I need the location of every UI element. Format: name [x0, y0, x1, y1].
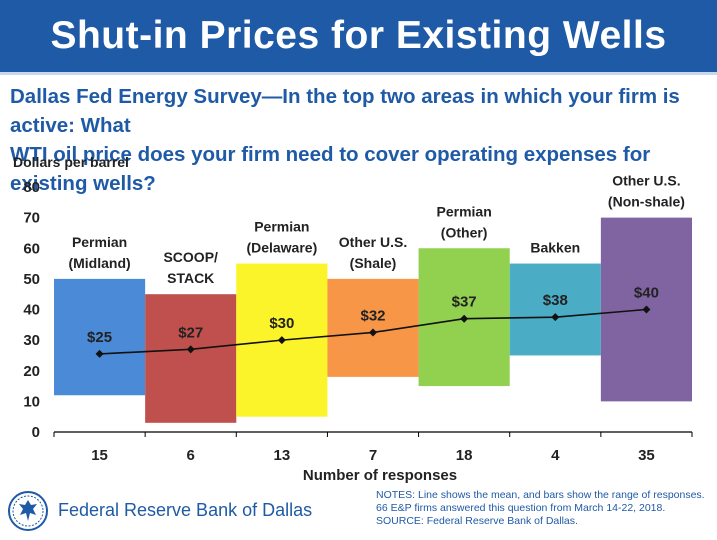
region-label: Permian — [254, 219, 309, 235]
region-label: (Non-shale) — [608, 194, 685, 210]
region-label: (Midland) — [68, 255, 130, 271]
mean-data-label: $40 — [634, 285, 659, 302]
mean-data-label: $25 — [87, 329, 112, 346]
mean-marker — [642, 305, 651, 314]
region-label: Other U.S. — [612, 173, 680, 189]
y-tick-label: 20 — [23, 363, 40, 380]
mean-marker — [95, 349, 104, 358]
mean-marker — [369, 328, 377, 337]
region-label: STACK — [167, 270, 214, 286]
mean-marker — [551, 313, 560, 322]
region-label: (Shale) — [350, 255, 397, 271]
mean-marker — [460, 314, 469, 323]
mean-marker — [277, 336, 286, 345]
x-tick-label: 15 — [91, 447, 108, 464]
x-tick-label: 18 — [456, 447, 473, 464]
y-tick-label: 70 — [23, 210, 40, 227]
banner-divider — [0, 72, 717, 75]
mean-data-label: $27 — [178, 324, 203, 341]
y-tick-label: 10 — [23, 393, 40, 410]
region-label: Other U.S. — [339, 234, 407, 250]
subtitle-line-2: WTI oil price does your firm need to cov… — [10, 143, 651, 195]
region-label: Permian — [72, 234, 127, 250]
region-label: Permian — [437, 203, 492, 219]
mean-data-label: $30 — [269, 315, 294, 332]
chart-subtitle: Dallas Fed Energy Survey—In the top two … — [10, 82, 710, 198]
range-bar — [54, 278, 146, 396]
federal-reserve-eagle-logo-icon — [8, 491, 48, 531]
region-label: SCOOP/ — [163, 249, 218, 265]
x-axis-title: Number of responses — [303, 467, 457, 484]
y-tick-label: 40 — [23, 302, 40, 319]
y-tick-label: 50 — [23, 271, 40, 288]
y-axis-title: Dollars per barrel — [13, 154, 129, 170]
y-tick-label: 60 — [23, 240, 40, 257]
mean-data-label: $38 — [543, 292, 568, 309]
mean-marker — [186, 345, 195, 354]
x-tick-label: 6 — [187, 447, 195, 464]
page-title: Shut-in Prices for Existing Wells — [50, 14, 667, 57]
notes-line-3: SOURCE: Federal Reserve Bank of Dallas. — [376, 515, 578, 527]
subtitle-line-1: Dallas Fed Energy Survey—In the top two … — [10, 85, 680, 137]
range-bar — [145, 294, 237, 423]
x-tick-label: 4 — [551, 447, 560, 464]
mean-data-label: $37 — [452, 294, 477, 311]
chart-notes: NOTES: Line shows the mean, and bars sho… — [376, 489, 705, 528]
y-tick-label: 0 — [32, 424, 40, 441]
notes-line-1: NOTES: Line shows the mean, and bars sho… — [376, 489, 705, 501]
x-tick-label: 13 — [274, 447, 291, 464]
mean-data-label: $32 — [360, 307, 385, 324]
x-tick-label: 35 — [638, 447, 655, 464]
notes-line-2: 66 E&P firms answered this question from… — [376, 502, 666, 514]
x-tick-label: 7 — [369, 447, 377, 464]
y-tick-label: 30 — [23, 332, 40, 349]
title-banner — [0, 0, 717, 72]
range-bar — [509, 263, 601, 356]
region-label: (Delaware) — [246, 240, 317, 256]
bank-name: Federal Reserve Bank of Dallas — [58, 500, 313, 520]
y-tick-label: 80 — [23, 179, 40, 196]
region-label: (Other) — [441, 224, 488, 240]
region-label: Bakken — [530, 240, 580, 256]
